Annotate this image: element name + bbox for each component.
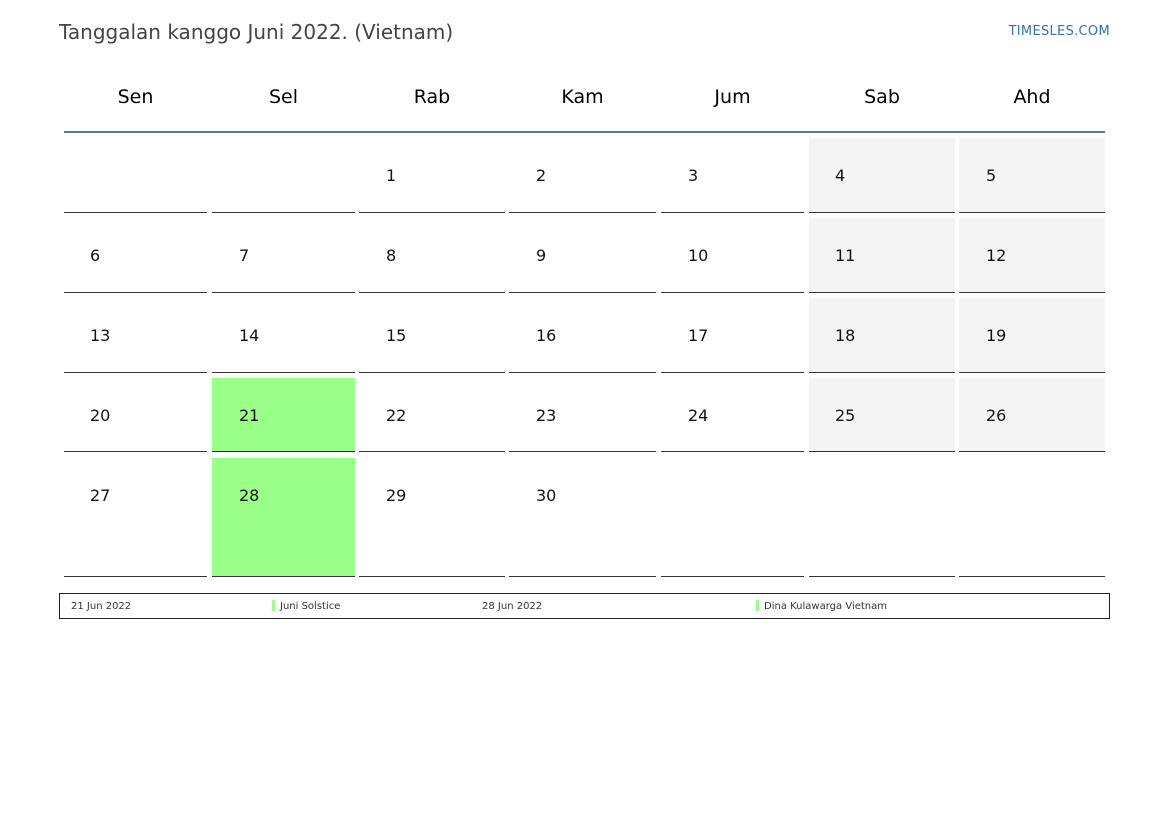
day-number: 6 xyxy=(90,246,101,265)
day-number: 7 xyxy=(239,246,250,265)
weekday-header-row: Sen Sel Rab Kam Jum Sab Ahd xyxy=(64,76,1105,133)
day-number: 23 xyxy=(536,406,557,425)
empty-day-cell xyxy=(661,458,804,577)
day-cell-20: 20 xyxy=(64,378,207,452)
day-number: 20 xyxy=(90,406,111,425)
day-cell-21: 21 xyxy=(212,378,355,452)
day-cell-26: 26 xyxy=(959,378,1105,452)
day-number: 27 xyxy=(90,486,111,505)
legend-holiday-name: Dina Kulawarga Vietnam xyxy=(764,601,888,612)
day-number: 17 xyxy=(688,326,709,345)
day-number: 4 xyxy=(835,166,846,185)
day-number: 13 xyxy=(90,326,111,345)
holiday-color-swatch xyxy=(756,600,759,611)
page-title: Tanggalan kanggo Juni 2022. (Vietnam) xyxy=(59,20,454,44)
day-number: 8 xyxy=(386,246,397,265)
day-number: 26 xyxy=(986,406,1007,425)
weekday-sel: Sel xyxy=(268,86,299,108)
day-number: 28 xyxy=(239,486,260,505)
day-number: 3 xyxy=(688,166,699,185)
day-cell-7: 7 xyxy=(212,218,355,293)
day-cell-11: 11 xyxy=(809,218,955,293)
holiday-color-swatch xyxy=(272,600,275,611)
legend-date: 28 Jun 2022 xyxy=(482,601,543,612)
day-number: 29 xyxy=(386,486,407,505)
day-cell-12: 12 xyxy=(959,218,1105,293)
empty-day-cell xyxy=(809,458,955,577)
day-cell-16: 16 xyxy=(509,298,656,373)
day-number: 24 xyxy=(688,406,709,425)
holiday-legend: 21 Jun 2022 Juni Solstice 28 Jun 2022 Di… xyxy=(59,593,1110,619)
legend-date: 21 Jun 2022 xyxy=(71,601,132,612)
day-cell-29: 29 xyxy=(359,458,505,577)
day-cell-5: 5 xyxy=(959,138,1105,213)
brand-link[interactable]: TIMESLES.COM xyxy=(1008,24,1110,39)
day-cell-28: 28 xyxy=(212,458,355,577)
day-cell-8: 8 xyxy=(359,218,505,293)
day-number: 15 xyxy=(386,326,407,345)
day-cell-24: 24 xyxy=(661,378,804,452)
day-number: 9 xyxy=(536,246,547,265)
day-cell-6: 6 xyxy=(64,218,207,293)
weekday-rab: Rab xyxy=(413,86,451,108)
day-number: 16 xyxy=(536,326,557,345)
day-cell-27: 27 xyxy=(64,458,207,577)
day-cell-1: 1 xyxy=(359,138,505,213)
legend-holiday-name: Juni Solstice xyxy=(280,601,341,612)
day-cell-22: 22 xyxy=(359,378,505,452)
day-cell-19: 19 xyxy=(959,298,1105,373)
day-cell-9: 9 xyxy=(509,218,656,293)
day-number: 22 xyxy=(386,406,407,425)
day-cell-15: 15 xyxy=(359,298,505,373)
day-cell-25: 25 xyxy=(809,378,955,452)
day-cell-14: 14 xyxy=(212,298,355,373)
empty-day-cell xyxy=(212,138,355,213)
day-number: 11 xyxy=(835,246,856,265)
weekday-sen: Sen xyxy=(117,86,154,108)
day-cell-10: 10 xyxy=(661,218,804,293)
day-cell-17: 17 xyxy=(661,298,804,373)
day-number: 30 xyxy=(536,486,557,505)
day-cell-23: 23 xyxy=(509,378,656,452)
day-number: 14 xyxy=(239,326,260,345)
day-number: 12 xyxy=(986,246,1007,265)
day-number: 5 xyxy=(986,166,997,185)
day-number: 19 xyxy=(986,326,1007,345)
day-cell-2: 2 xyxy=(509,138,656,213)
day-number: 10 xyxy=(688,246,709,265)
day-number: 1 xyxy=(386,166,397,185)
weekday-jum: Jum xyxy=(714,86,751,108)
empty-day-cell xyxy=(64,138,207,213)
day-number: 2 xyxy=(536,166,547,185)
day-cell-3: 3 xyxy=(661,138,804,213)
day-cell-18: 18 xyxy=(809,298,955,373)
weekday-sab: Sab xyxy=(864,86,900,108)
weekday-kam: Kam xyxy=(561,86,604,108)
day-number: 21 xyxy=(239,406,260,425)
empty-day-cell xyxy=(959,458,1105,577)
day-cell-30: 30 xyxy=(509,458,656,577)
day-cell-13: 13 xyxy=(64,298,207,373)
weekday-ahd: Ahd xyxy=(1013,86,1051,108)
day-number: 18 xyxy=(835,326,856,345)
day-cell-4: 4 xyxy=(809,138,955,213)
day-number: 25 xyxy=(835,406,856,425)
